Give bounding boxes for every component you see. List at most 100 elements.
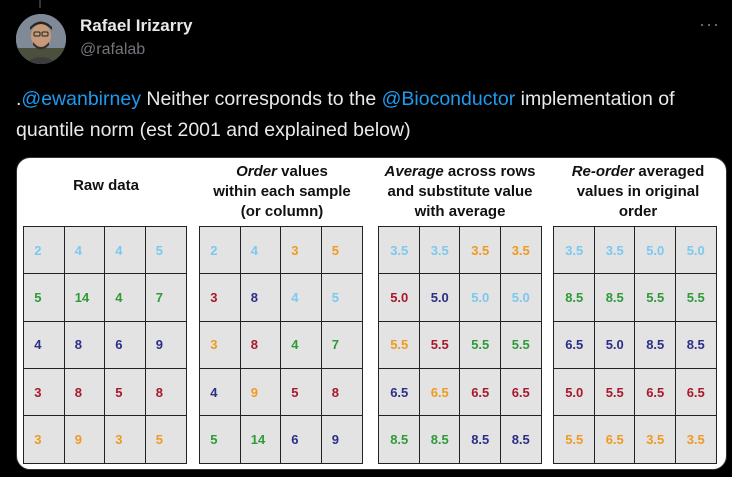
grid-cell: 6 (280, 415, 323, 464)
panel-title-line: across rows (443, 163, 536, 180)
grid-cell: 5.5 (593, 367, 636, 417)
grid-cell: 5.0 (459, 273, 502, 323)
grid-cell: 3.5 (674, 415, 717, 464)
grid-cell: 3.5 (459, 226, 502, 275)
grid-cell: 9 (320, 415, 363, 464)
avatar[interactable] (16, 14, 66, 64)
panel-title: Order values within each sample (or colu… (199, 162, 365, 222)
tweet-text: .@ewanbirney Neither corresponds to the … (16, 84, 716, 146)
grid-cell: 5.5 (459, 320, 502, 370)
panel-title: Re-order averaged values in original ord… (553, 162, 723, 222)
grid-cell: 3 (280, 226, 323, 275)
panel-title-emphasis: Average (384, 163, 444, 180)
grid-cell: 5.0 (499, 273, 542, 323)
panel-title-emphasis: Order (236, 163, 277, 180)
tweet-text-prefix: . (16, 88, 22, 110)
attached-image[interactable]: Raw data 2 4 4 5 5 14 4 7 4 8 6 9 3 8 5 8 3 9 3 5 Order val… (16, 157, 727, 470)
panel-title-line: (or column) (240, 203, 324, 220)
grid-cell: 5 (199, 415, 242, 464)
data-grid: 2 4 4 5 5 14 4 7 4 8 6 9 3 8 5 8 3 9 3 5 (23, 226, 187, 464)
author-display-name[interactable]: Rafael Irizarry (80, 16, 193, 35)
grid-cell: 5.0 (378, 273, 421, 323)
grid-cell: 6.5 (553, 320, 596, 370)
avatar-image (16, 14, 66, 64)
grid-cell: 3 (104, 415, 147, 464)
panel-title-line: within each sample (213, 183, 351, 200)
data-grid: 3.5 3.5 3.5 3.5 5.0 5.0 5.0 5.0 5.5 5.5 5.5 5.5 6.5 6… (378, 226, 542, 464)
panel-average-rows: Average across rows and substitute value… (375, 158, 545, 469)
grid-cell: 5 (320, 273, 363, 323)
grid-cell: 5 (104, 367, 147, 417)
grid-cell: 3.5 (378, 226, 421, 275)
grid-cell: 8 (63, 320, 106, 370)
data-grid: 3.5 3.5 5.0 5.0 8.5 8.5 5.5 5.5 6.5 5.0 8.5 8.5 5.0 5… (553, 226, 717, 464)
mention-bioconductor[interactable]: @Bioconductor (381, 88, 516, 110)
data-grid: 2 4 3 5 3 8 4 5 3 8 4 7 4 9 5 8 5 14 6 9 (199, 226, 363, 464)
grid-cell: 8 (239, 320, 282, 370)
grid-cell: 5 (144, 226, 187, 275)
grid-cell: 8.5 (499, 415, 542, 464)
grid-cell: 7 (320, 320, 363, 370)
grid-cell: 4 (23, 320, 66, 370)
panel-reorder-averaged: Re-order averaged values in original ord… (553, 158, 723, 469)
grid-cell: 8.5 (378, 415, 421, 464)
grid-cell: 5.0 (674, 226, 717, 275)
tweet-text-middle: Neither corresponds to the (140, 88, 382, 110)
grid-cell: 6.5 (634, 367, 677, 417)
grid-cell: 7 (144, 273, 187, 323)
grid-cell: 5.5 (418, 320, 461, 370)
grid-cell: 3 (23, 367, 66, 417)
grid-cell: 5 (280, 367, 323, 417)
grid-cell: 14 (63, 273, 106, 323)
panel-title-line: values (276, 163, 328, 180)
grid-cell: 2 (23, 226, 66, 275)
grid-cell: 14 (239, 415, 282, 464)
grid-cell: 4 (239, 226, 282, 275)
panel-raw-data: Raw data 2 4 4 5 5 14 4 7 4 8 6 9 3 8 5 8 3 9 3 5 (23, 158, 189, 469)
grid-cell: 5.5 (378, 320, 421, 370)
grid-cell: 3.5 (634, 415, 677, 464)
grid-cell: 4 (63, 226, 106, 275)
grid-cell: 5.0 (634, 226, 677, 275)
grid-cell: 5 (23, 273, 66, 323)
grid-cell: 5.0 (553, 367, 596, 417)
grid-cell: 6.5 (499, 367, 542, 417)
mention-ewanbirney[interactable]: @ewanbirney (21, 88, 141, 110)
thread-connector-line (39, 0, 41, 8)
grid-cell: 8 (63, 367, 106, 417)
grid-cell: 8 (239, 273, 282, 323)
grid-cell: 8 (320, 367, 363, 417)
grid-cell: 4 (104, 273, 147, 323)
grid-cell: 5.0 (593, 320, 636, 370)
panel-title-emphasis: Re-order (571, 163, 635, 180)
author-handle[interactable]: @rafalab (80, 41, 146, 58)
grid-cell: 8.5 (674, 320, 717, 370)
grid-cell: 8.5 (634, 320, 677, 370)
grid-cell: 4 (104, 226, 147, 275)
grid-cell: 6.5 (378, 367, 421, 417)
grid-cell: 3.5 (499, 226, 542, 275)
grid-cell: 3.5 (418, 226, 461, 275)
grid-cell: 9 (63, 415, 106, 464)
grid-cell: 6.5 (418, 367, 461, 417)
panel-title-line: averaged (634, 163, 705, 180)
grid-cell: 2 (199, 226, 242, 275)
grid-cell: 8.5 (418, 415, 461, 464)
grid-cell: 3 (199, 273, 242, 323)
grid-cell: 4 (280, 273, 323, 323)
grid-cell: 5 (320, 226, 363, 275)
panel-title-line: and substitute value (387, 183, 533, 200)
grid-cell: 5.0 (418, 273, 461, 323)
more-options-icon[interactable]: ··· (699, 14, 720, 34)
grid-cell: 4 (199, 367, 242, 417)
grid-cell: 8.5 (459, 415, 502, 464)
grid-cell: 5.5 (634, 273, 677, 323)
panel-title: Average across rows and substitute value… (375, 162, 545, 222)
grid-cell: 3.5 (593, 226, 636, 275)
grid-cell: 6 (104, 320, 147, 370)
panel-title-line: order (618, 203, 658, 220)
grid-cell: 9 (144, 320, 187, 370)
panel-title-line: Raw data (73, 177, 139, 194)
grid-cell: 3 (199, 320, 242, 370)
grid-cell: 5.5 (553, 415, 596, 464)
